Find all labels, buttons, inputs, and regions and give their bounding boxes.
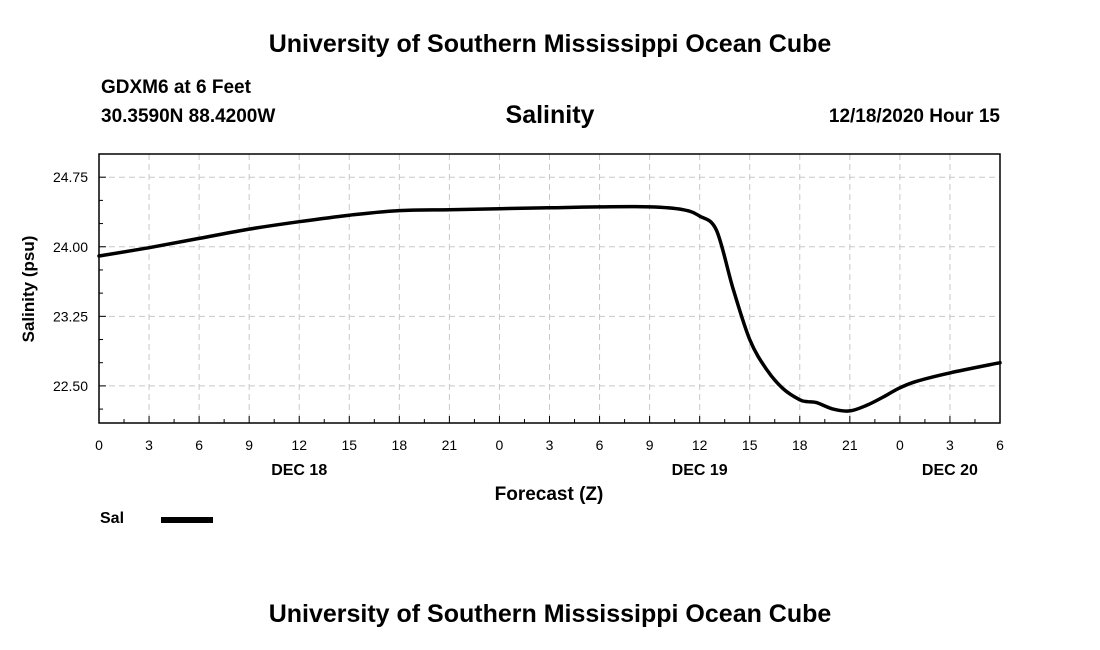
x-tick-label: 21 <box>842 437 858 453</box>
x-tick-label: 15 <box>742 437 758 453</box>
x-tick-label: 9 <box>245 437 253 453</box>
plot-frame <box>98 153 1001 424</box>
axis-labels: 0 3 6 9 12 15 18 21 0 3 6 9 12 15 18 21 0 3 6 22.50 23.25 24.… <box>53 169 1004 479</box>
legend-label: Sal <box>100 510 125 527</box>
footer-title: University of Southern Mississippi Ocean… <box>268 600 832 628</box>
x-tick-label: 12 <box>692 437 708 453</box>
x-tick-label: 6 <box>195 437 203 453</box>
station-label: GDXM6 at 6 Feet <box>101 77 251 98</box>
legend-line-swatch <box>161 517 213 523</box>
x-tick-label: 6 <box>596 437 604 453</box>
x-tick-label: 18 <box>392 437 408 453</box>
y-axis-title: Salinity (psu) <box>19 236 38 343</box>
x-tick-label: 6 <box>996 437 1004 453</box>
x-tick-label: 21 <box>442 437 458 453</box>
grid-lines <box>99 154 1000 423</box>
y-tick-label: 23.25 <box>53 308 88 324</box>
y-tick-label: 24.00 <box>53 239 88 255</box>
coordinates-label: 30.3590N 88.4200W <box>101 106 276 127</box>
x-tick-label: 18 <box>792 437 808 453</box>
x-tick-label: 3 <box>145 437 153 453</box>
y-tick-label: 22.50 <box>53 378 88 394</box>
series-line-sal <box>97 204 1002 413</box>
x-tick-label: 0 <box>496 437 504 453</box>
x-tick-label: 12 <box>291 437 307 453</box>
date-label: DEC 18 <box>271 462 327 479</box>
page-title: University of Southern Mississippi Ocean… <box>268 30 832 58</box>
forecast-date-label: 12/18/2020 Hour 15 <box>828 106 1000 127</box>
x-tick-label: 0 <box>95 437 103 453</box>
x-tick-label: 0 <box>896 437 904 453</box>
date-label: DEC 20 <box>922 462 978 479</box>
x-tick-label: 9 <box>646 437 654 453</box>
x-tick-label: 15 <box>341 437 357 453</box>
x-axis-title: Forecast (Z) <box>495 484 604 505</box>
x-tick-label: 3 <box>946 437 954 453</box>
chart-title: Salinity <box>505 101 595 129</box>
x-tick-label: 3 <box>546 437 554 453</box>
y-tick-label: 24.75 <box>53 169 88 185</box>
date-label: DEC 19 <box>672 462 728 479</box>
